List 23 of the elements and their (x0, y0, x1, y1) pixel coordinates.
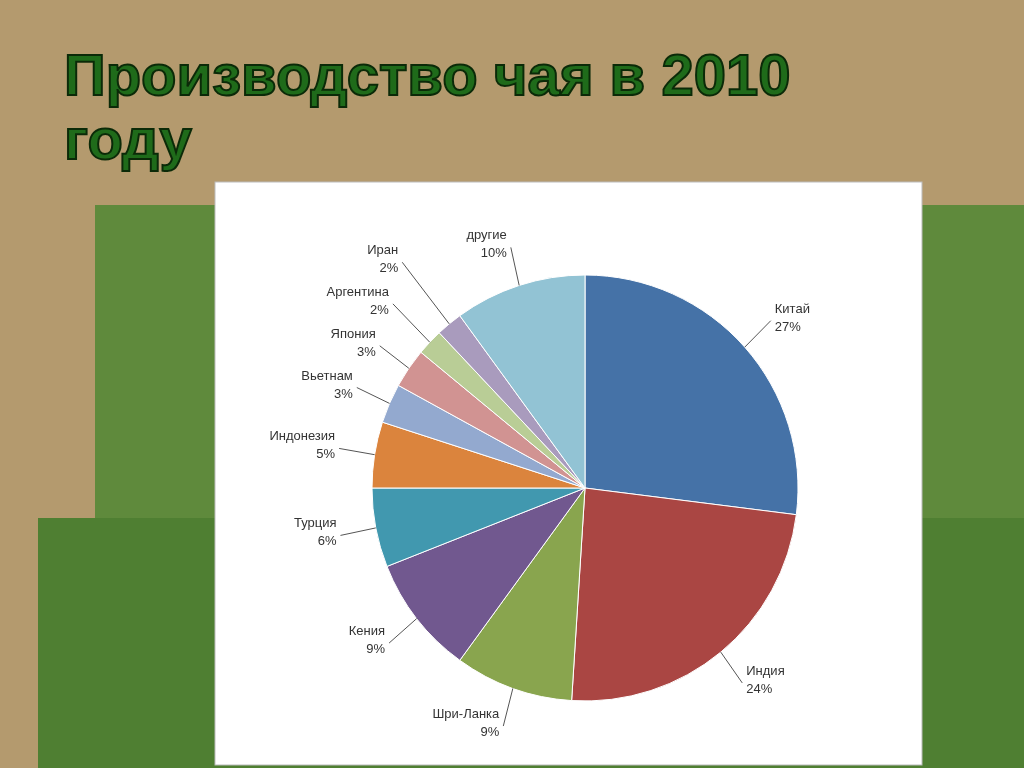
slice-label: Индонезия (269, 428, 336, 444)
slice-label: Япония (330, 325, 376, 341)
data-label: 10% (480, 245, 508, 261)
slice-label: Кения (348, 623, 386, 639)
data-label: 3% (356, 343, 377, 359)
data-label: 9% (366, 641, 386, 657)
data-label: 3% (334, 385, 354, 401)
data-label: 2% (379, 260, 399, 276)
slice-label: Шри-Ланка (432, 706, 501, 722)
slice-label: Иран (367, 242, 399, 258)
slice-label: Индия (746, 662, 785, 678)
slice-label: Вьетнам (301, 367, 353, 383)
slice-label: Китай (774, 300, 810, 316)
slice-label: Турция (293, 515, 337, 531)
data-label: 2% (370, 301, 390, 317)
data-label: 5% (316, 446, 336, 462)
chart-title: Производство чая в 2010 году (64, 42, 791, 171)
slice-label: Аргентина (326, 283, 390, 299)
data-label: 27% (774, 318, 802, 334)
slice-label: другие (466, 227, 507, 243)
data-label: 9% (480, 724, 500, 740)
data-label: 6% (317, 533, 337, 549)
data-label: 24% (746, 680, 773, 696)
